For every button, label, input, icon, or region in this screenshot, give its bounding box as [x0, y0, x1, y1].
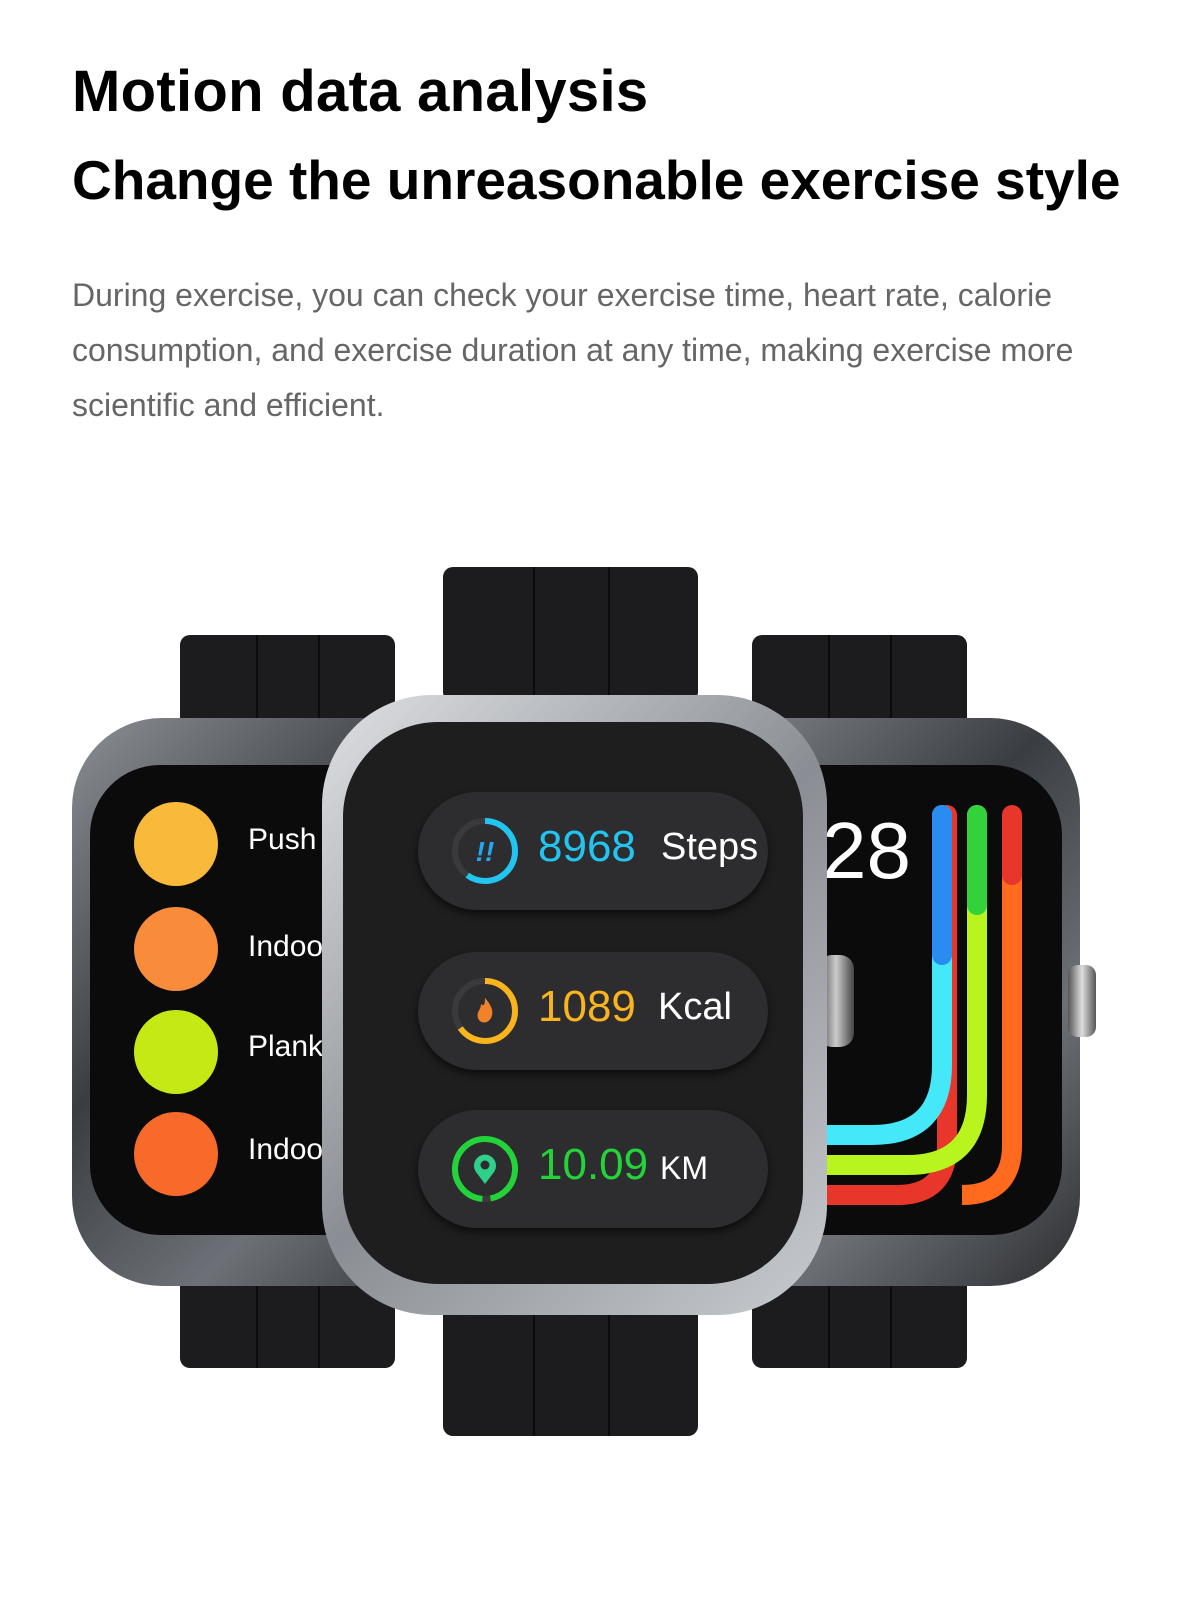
distance-value: 10.09	[538, 1140, 649, 1189]
time-display: 28	[822, 806, 911, 895]
description: During exercise, you can check your exer…	[72, 277, 1074, 423]
exercise-label[interactable]: Indoor	[248, 930, 334, 963]
push-up-icon[interactable]	[134, 802, 218, 886]
center-watch-screen: !! 8968 Steps 1089 Kcal 10.09 KM	[343, 722, 803, 1284]
page-subtitle: Change the unreasonable exercise style	[72, 149, 1121, 211]
exercise-label[interactable]: Push	[248, 823, 317, 856]
elliptical-icon[interactable]	[134, 1112, 218, 1196]
svg-text:!!: !!	[476, 836, 495, 867]
stat-steps[interactable]: !! 8968 Steps	[418, 792, 768, 910]
distance-unit: KM	[660, 1150, 708, 1186]
treadmill-icon[interactable]	[134, 907, 218, 991]
ring-inner	[672, 805, 952, 1145]
calories-unit: Kcal	[658, 986, 732, 1028]
plank-icon[interactable]	[134, 1010, 218, 1094]
crown-button[interactable]	[1068, 965, 1096, 1037]
stat-calories[interactable]: 1089 Kcal	[418, 952, 768, 1070]
ring-middle	[672, 805, 987, 1175]
flame-icon	[452, 978, 518, 1044]
center-watch-top-strap	[443, 567, 698, 702]
center-watch-bottom-strap	[443, 1300, 698, 1436]
stat-distance[interactable]: 10.09 KM	[418, 1110, 768, 1228]
location-pin-icon	[451, 1136, 518, 1202]
exercise-label[interactable]: Plank	[248, 1030, 324, 1063]
footsteps-icon: !!	[452, 818, 518, 884]
page-title: Motion data analysis	[72, 59, 649, 124]
activity-rings	[672, 805, 1022, 1205]
calories-value: 1089	[538, 982, 636, 1031]
exercise-label[interactable]: Indoor	[248, 1133, 334, 1166]
ring-outer-b	[961, 875, 1022, 1205]
steps-value: 8968	[538, 822, 636, 871]
steps-unit: Steps	[661, 826, 759, 868]
